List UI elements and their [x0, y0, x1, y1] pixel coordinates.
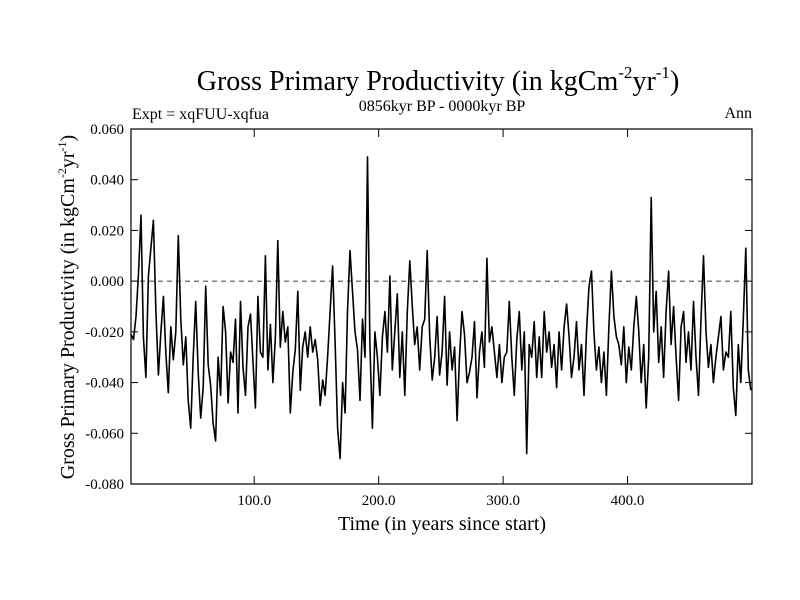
chart-title-end: ): [670, 66, 679, 97]
season-label: Ann: [724, 105, 752, 122]
y-tick-label: 0.020: [90, 223, 124, 239]
chart-title-sup1: -2: [618, 63, 632, 82]
y-axis-label-mid: yr: [57, 151, 79, 168]
series-line: [130, 156, 752, 460]
y-axis-label-end: ): [57, 135, 79, 142]
y-tick-label: -0.020: [85, 325, 124, 341]
y-axis: -0.080 -0.060 -0.040 -0.020 0.000 0.020 0.040 0…: [85, 122, 752, 493]
chart-title-mid: yr: [632, 66, 656, 97]
y-axis-label-main: Gross Primary Productivity (in kgCm: [57, 178, 79, 480]
x-tick-label: 300.0: [486, 493, 520, 509]
x-tick-label: 200.0: [362, 493, 396, 509]
plot-frame: [130, 128, 753, 485]
chart-title-main: Gross Primary Productivity (in kgCm: [197, 66, 619, 97]
y-axis-label: Gross Primary Productivity (in kgCm-2yr-…: [55, 135, 79, 479]
y-tick-label: -0.080: [85, 477, 124, 493]
experiment-label: Expt = xqFUU-xqfua: [132, 106, 269, 123]
y-tick-label: 0.000: [90, 274, 124, 290]
y-tick-label: -0.060: [85, 426, 124, 442]
period-label: 0856kyr BP - 0000kyr BP: [359, 98, 526, 115]
series-group: [130, 156, 752, 460]
y-axis-label-sup2: -1: [55, 141, 69, 151]
chart-title: Gross Primary Productivity (in kgCm-2yr-…: [197, 63, 680, 97]
y-axis-label-sup1: -2: [55, 168, 69, 178]
x-axis-label: Time (in years since start): [338, 513, 546, 535]
y-tick-label: 0.060: [90, 122, 124, 138]
y-tick-label: 0.040: [90, 173, 124, 189]
x-tick-label: 400.0: [611, 493, 645, 509]
y-tick-label: -0.040: [85, 376, 124, 392]
chart-title-sup2: -1: [656, 63, 670, 82]
x-axis: 100.0 200.0 300.0 400.0: [237, 129, 644, 509]
x-tick-label: 100.0: [237, 493, 271, 509]
